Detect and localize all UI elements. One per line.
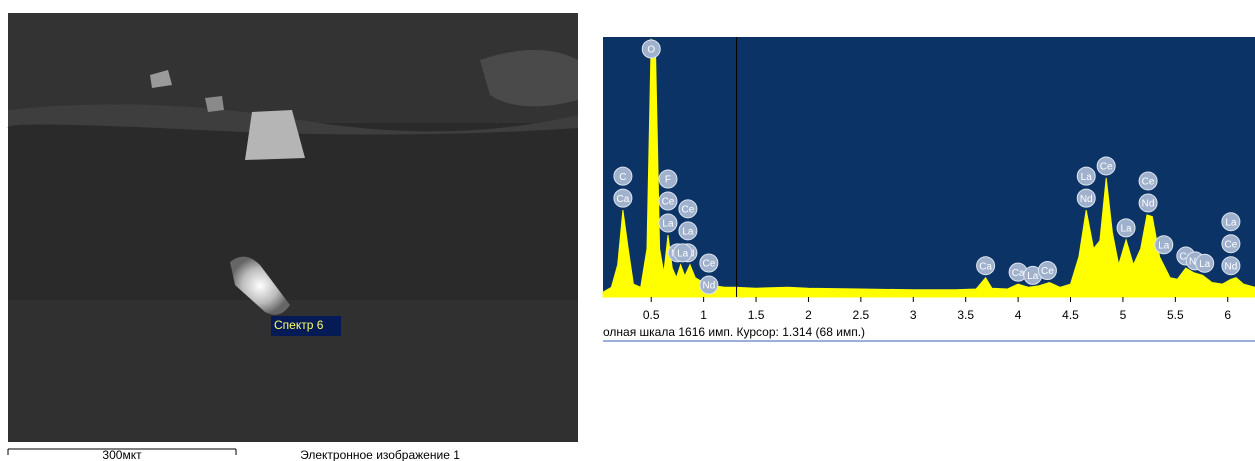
sem-image: Спектр 6 — [8, 13, 578, 442]
peak-label: Ca — [617, 194, 630, 205]
image-caption: Электронное изображение 1 — [300, 448, 460, 461]
peak-label: Nd — [702, 281, 715, 292]
x-tick-label: 2.5 — [853, 308, 870, 322]
peak-label: La — [677, 248, 689, 259]
peak-label: Ce — [1224, 239, 1237, 250]
x-tick-label: 1.5 — [748, 308, 765, 322]
x-tick-label: 0.5 — [643, 308, 660, 322]
spectrum: 0.511.522.533.544.555.56CCaOFCeLaNdCeLaN… — [603, 37, 1255, 341]
peak-label: La — [682, 226, 694, 237]
peak-label: La — [1081, 172, 1093, 183]
peak-label: Ce — [662, 197, 675, 208]
peak-label: La — [1027, 271, 1039, 282]
x-tick-label: 2 — [805, 308, 812, 322]
peak-label: C — [619, 172, 626, 183]
peak-label: Ce — [682, 204, 695, 215]
peak-label: O — [647, 45, 655, 56]
x-tick-label: 1 — [700, 308, 707, 322]
x-tick-label: 6 — [1224, 308, 1231, 322]
peak-label: Ca — [1012, 268, 1025, 279]
x-tick-label: 3.5 — [957, 308, 974, 322]
peak-label: La — [1225, 217, 1237, 228]
status-text: олная шкала 1616 имп. Курсор: 1.314 (68 … — [603, 325, 865, 339]
scale-bar: 300мкт Электронное изображение 1 — [8, 448, 460, 461]
peak-label: Ce — [702, 259, 715, 270]
peak-label: La — [662, 219, 674, 230]
x-tick-label: 3 — [910, 308, 917, 322]
peak-label: F — [665, 175, 671, 186]
x-tick-label: 4 — [1015, 308, 1022, 322]
peak-label: La — [1121, 224, 1133, 235]
scale-label: 300мкт — [102, 448, 142, 461]
peak-label: Ce — [1100, 162, 1113, 173]
peak-label: Nd — [1224, 261, 1237, 272]
peak-label: La — [1199, 259, 1211, 270]
x-tick-label: 5 — [1120, 308, 1127, 322]
x-tick-label: 4.5 — [1062, 308, 1079, 322]
peak-label: Nd — [1080, 194, 1093, 205]
peak-label: Nd — [1142, 199, 1155, 210]
spectrum-label: Спектр 6 — [274, 318, 324, 332]
x-tick-label: 5.5 — [1167, 308, 1184, 322]
page: Спектр 6 300мкт Электронное изображение … — [0, 0, 1255, 461]
peak-label: Ce — [1142, 177, 1155, 188]
peak-label: Ce — [1041, 266, 1054, 277]
peak-label: Ca — [979, 261, 992, 272]
peak-label: La — [1158, 240, 1170, 251]
